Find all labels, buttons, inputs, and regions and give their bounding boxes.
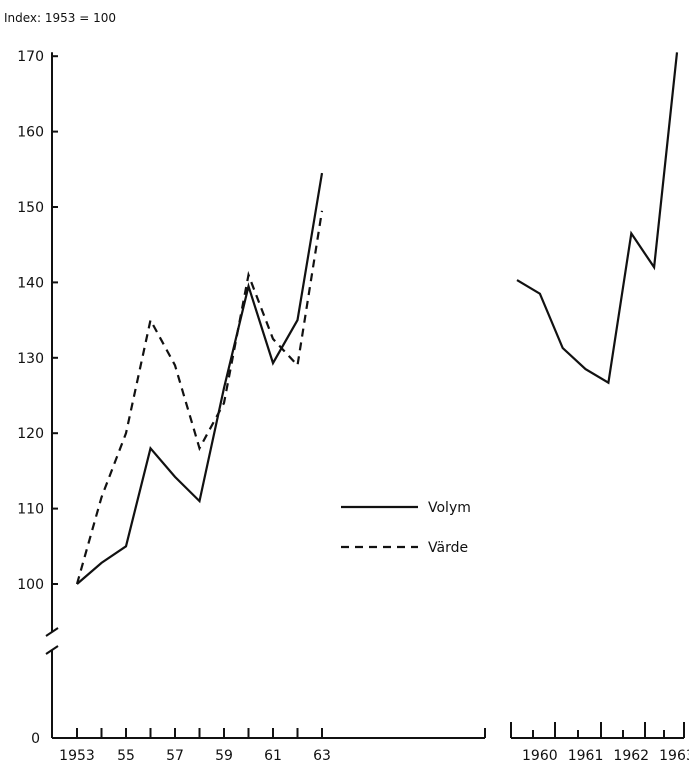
y-tick-label: 110 xyxy=(17,502,44,518)
line-vrde xyxy=(75,210,324,585)
y-tick-label: 0 xyxy=(31,731,40,747)
legend: Volym Värde xyxy=(341,500,471,556)
y-tick-label: 170 xyxy=(17,49,44,65)
y-axis-title: Index: 1953 = 100 xyxy=(4,11,116,25)
y-tick-label: 140 xyxy=(17,275,44,291)
line-volym xyxy=(76,172,324,585)
tick-labels: 100 110 120 130 140 150 160 170 0 1953 55 57 59 61 63 1… xyxy=(17,49,689,762)
y-tick-label: 130 xyxy=(17,351,44,367)
x-tick-label: 1963 xyxy=(659,748,689,762)
x-tick-label: 55 xyxy=(117,748,135,762)
x-tick-label: 59 xyxy=(215,748,233,762)
x-tick-label: 61 xyxy=(264,748,282,762)
x-tick-label: 1953 xyxy=(59,748,95,762)
x-tick-label: 1960 xyxy=(522,748,558,762)
axes xyxy=(45,52,685,739)
legend-label: Värde xyxy=(428,540,468,556)
x-tick-label: 63 xyxy=(313,748,331,762)
axis-break-mark xyxy=(45,627,59,637)
x-tick-label: 1962 xyxy=(613,748,649,762)
y-tick-label: 150 xyxy=(17,200,44,216)
x-tick-label: 1961 xyxy=(568,748,604,762)
legend-label: Volym xyxy=(428,500,471,516)
y-tick-label: 160 xyxy=(17,125,44,141)
y-tick-label: 120 xyxy=(17,426,44,442)
axis-break-mark xyxy=(45,645,59,655)
x-tick-label: 57 xyxy=(166,748,184,762)
line-right-series xyxy=(516,52,679,385)
series-lines xyxy=(75,52,679,585)
y-tick-label: 100 xyxy=(17,577,44,593)
